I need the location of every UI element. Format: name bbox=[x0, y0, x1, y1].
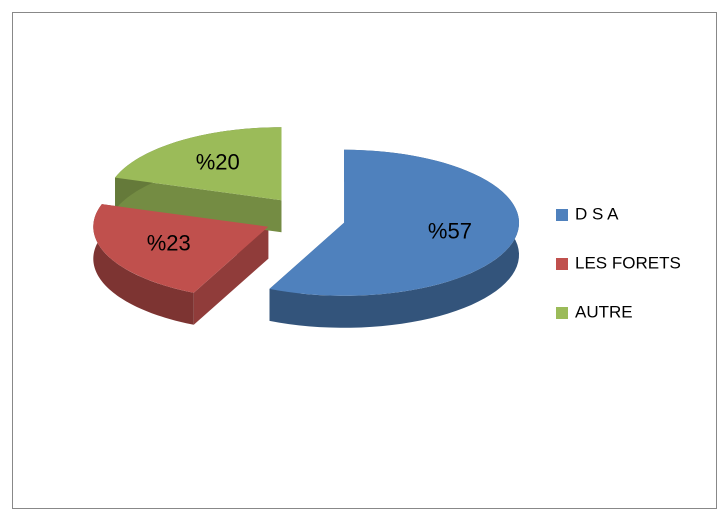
data-label: %20 bbox=[196, 149, 240, 174]
legend-label: LES FORETS bbox=[575, 253, 681, 272]
legend-swatch bbox=[556, 258, 568, 270]
legend-label: AUTRE bbox=[575, 302, 633, 321]
slice-side bbox=[93, 204, 194, 325]
slice bbox=[115, 127, 282, 201]
slice bbox=[93, 204, 269, 293]
legend-swatch bbox=[556, 209, 568, 221]
slice-wall bbox=[115, 177, 282, 233]
data-label: %23 bbox=[147, 231, 191, 256]
slice-tops bbox=[93, 127, 520, 296]
slice bbox=[269, 149, 520, 296]
data-label: %57 bbox=[428, 218, 472, 243]
legend-label: D S A bbox=[575, 204, 619, 223]
legend-swatch bbox=[556, 307, 568, 319]
